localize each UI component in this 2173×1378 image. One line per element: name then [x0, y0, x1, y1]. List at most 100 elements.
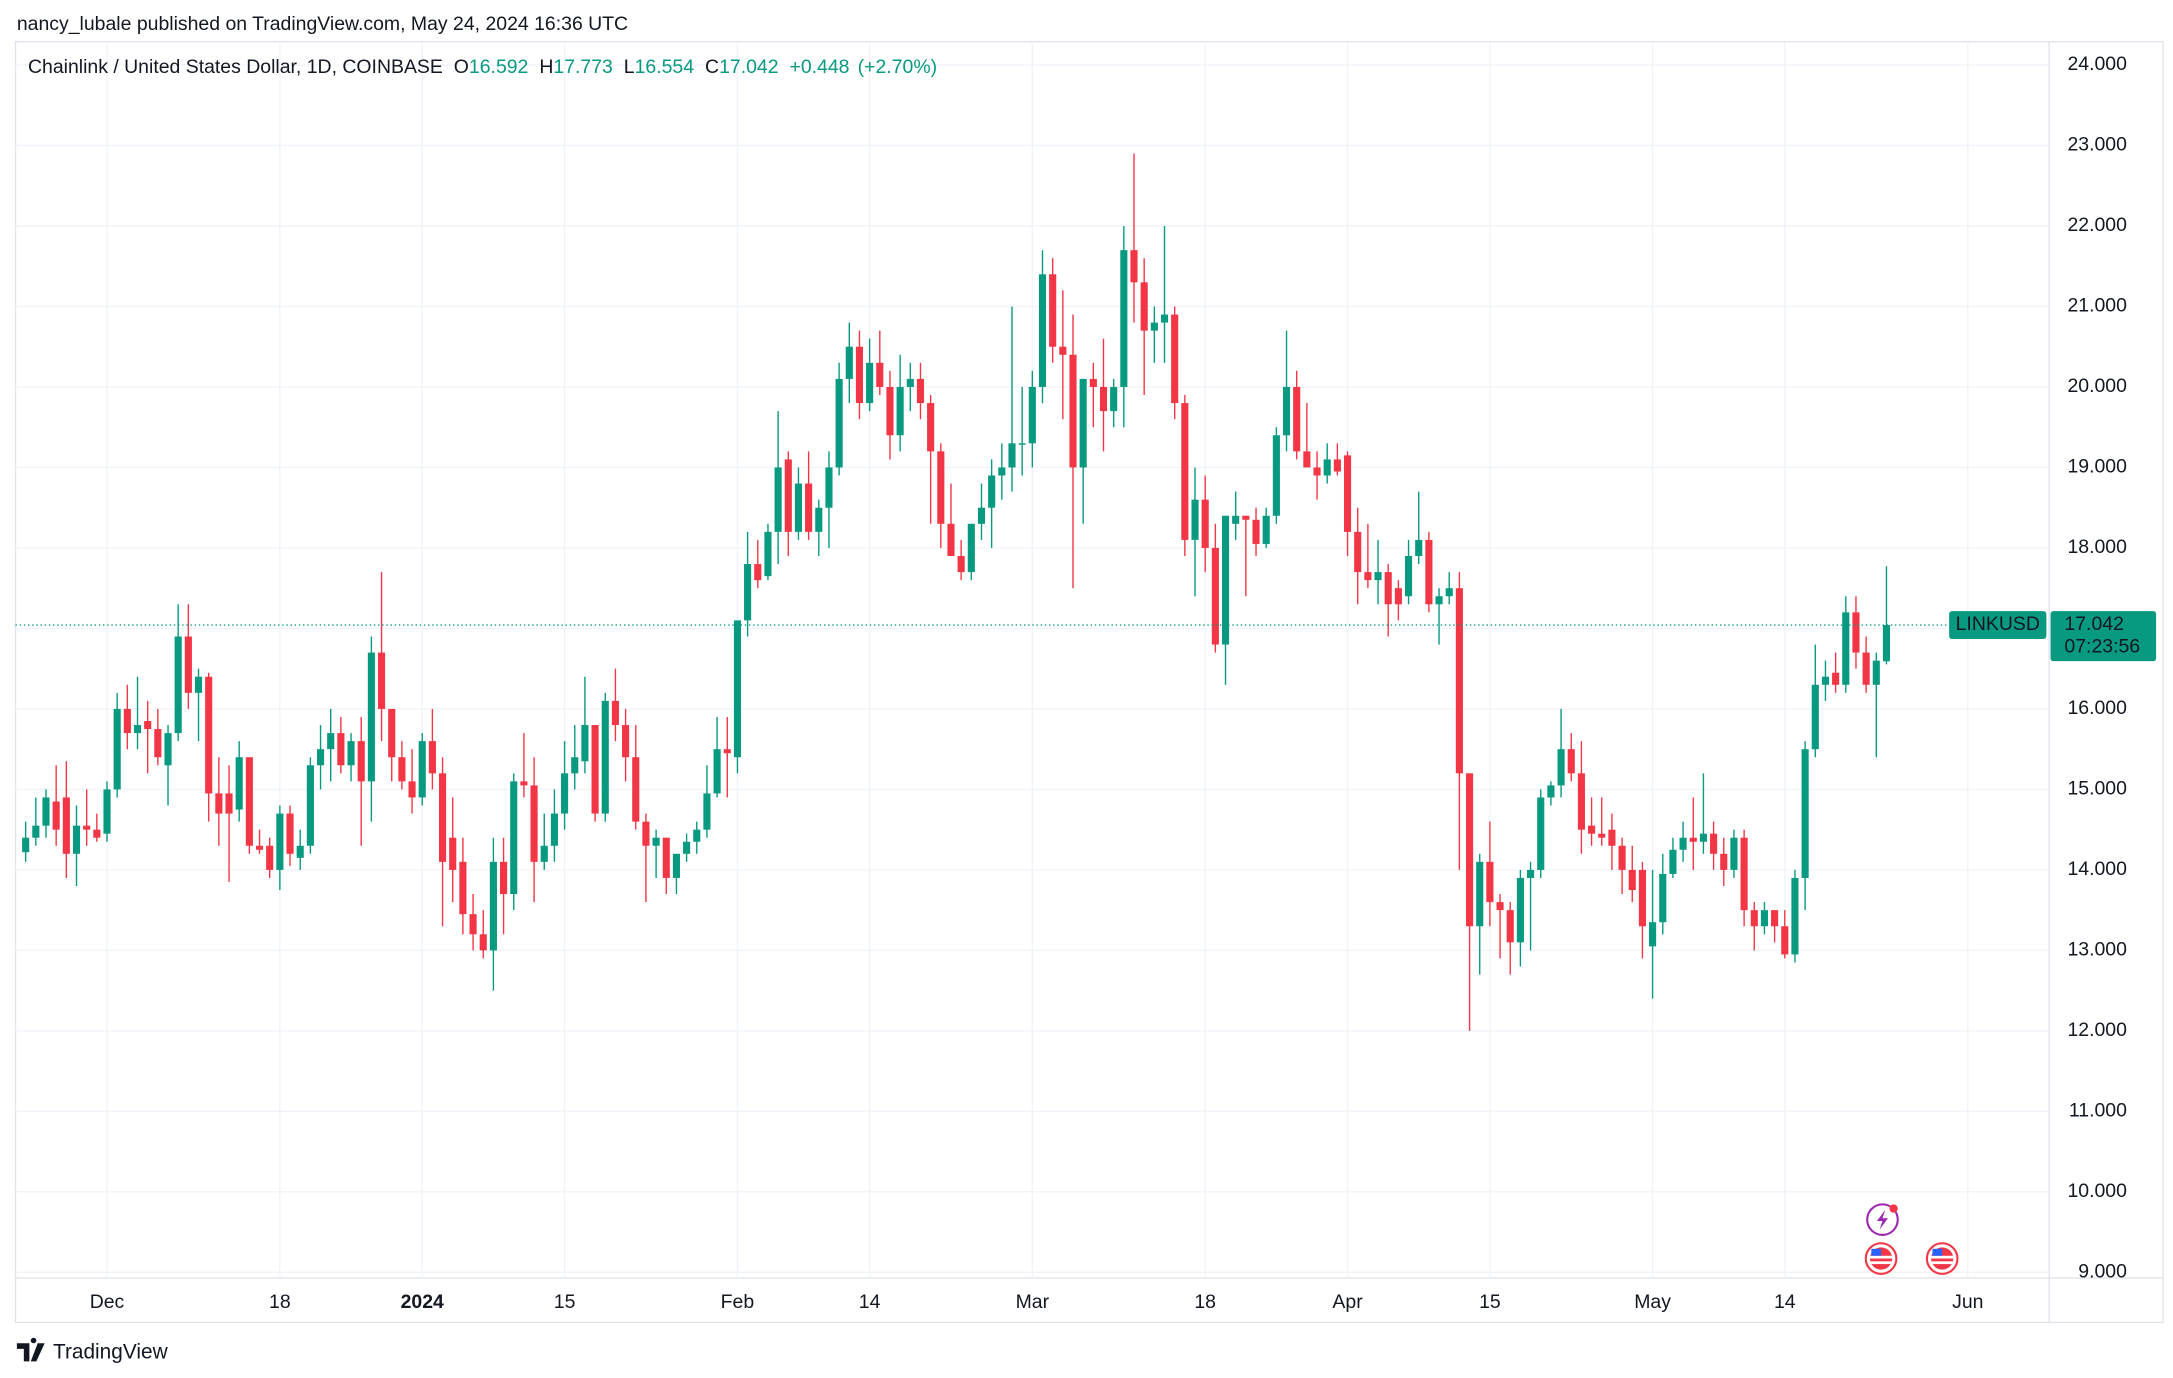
candle-body [1354, 531, 1362, 573]
candle-body [1445, 588, 1453, 597]
candle-body [957, 555, 965, 573]
x-tick-label: Dec [90, 1291, 125, 1313]
candle-body [1862, 652, 1870, 685]
candle-body [866, 362, 874, 404]
candle-body [1842, 612, 1850, 685]
candle-body [1791, 877, 1799, 955]
candle-body [276, 813, 284, 870]
candle-body [784, 459, 792, 532]
event-dot [1889, 1204, 1898, 1213]
candle-body [571, 757, 579, 774]
y-tick-label: 23.000 [2067, 134, 2127, 156]
published-note: nancy_lubale published on TradingView.co… [17, 13, 628, 35]
candle-body [1130, 250, 1138, 283]
candle-body [255, 845, 264, 850]
candle-body [377, 652, 386, 709]
candle-body [1110, 386, 1118, 412]
candle-body [1699, 833, 1707, 842]
candle-body [296, 845, 304, 858]
candle-body [662, 837, 670, 878]
candle-body [1374, 572, 1382, 581]
high-value: 17.773 [553, 56, 612, 78]
flag-stripe [1869, 1255, 1893, 1259]
candle-body [1872, 660, 1880, 685]
candle-body [1038, 274, 1047, 387]
candle-body [896, 386, 904, 436]
candle-body [1496, 902, 1504, 911]
y-tick-label: 21.000 [2067, 295, 2127, 317]
candle-body [723, 749, 731, 754]
candle-body [1120, 250, 1128, 387]
y-tick-label: 14.000 [2067, 858, 2127, 880]
candle-body [1201, 499, 1209, 548]
open-value: 16.592 [469, 56, 528, 78]
candle-body [1669, 849, 1677, 874]
candle-body [1343, 455, 1352, 532]
candle-body [439, 773, 447, 862]
candle-body [520, 781, 528, 786]
high-label: H [539, 56, 553, 78]
candle-body [42, 797, 50, 826]
x-tick-label: 2024 [401, 1291, 444, 1313]
candle-body [215, 793, 223, 814]
candle-body [93, 829, 101, 838]
candle-body [316, 749, 325, 766]
candle-body [235, 757, 243, 810]
candle-body [459, 861, 467, 915]
candle-body [805, 483, 813, 532]
flag-canton [1871, 1248, 1882, 1256]
candle-body [1537, 797, 1545, 870]
candle-body [449, 837, 457, 870]
candle-body [357, 741, 365, 782]
candle-body [835, 378, 843, 468]
candle-body [1313, 467, 1321, 476]
x-tick-label: 14 [1774, 1291, 1796, 1313]
candle-body [1425, 539, 1433, 605]
candle-body [398, 757, 406, 782]
candle-body [144, 721, 152, 730]
candle-body [550, 813, 558, 846]
candle-body [1689, 837, 1697, 842]
price-label: 17.042 [2064, 613, 2123, 635]
candle-body [1435, 596, 1443, 605]
candle-body [1659, 873, 1667, 923]
candle-body [164, 733, 172, 766]
candle-body [1506, 910, 1514, 943]
candle-body [1252, 519, 1260, 544]
candle-body [1293, 386, 1301, 452]
candle-body [154, 729, 162, 758]
candle-body [1882, 625, 1891, 662]
y-tick-label: 20.000 [2067, 375, 2127, 397]
countdown: 07:23:56 [2064, 635, 2140, 657]
x-tick-label: 15 [1479, 1291, 1501, 1313]
candle-body [1018, 443, 1026, 445]
candle-body [581, 725, 589, 762]
candle-body [72, 825, 81, 854]
candle-body [1557, 749, 1565, 786]
y-tick-label: 19.000 [2067, 456, 2127, 478]
candle-body [774, 467, 782, 532]
candle-body [754, 564, 762, 581]
candle-body [693, 829, 701, 842]
candle-body [1638, 869, 1646, 927]
x-tick-label: 18 [1194, 1291, 1216, 1313]
candle-body [1466, 773, 1474, 927]
candle-body [815, 507, 823, 532]
candle-body [1323, 459, 1331, 476]
candle-body [184, 636, 192, 693]
candle-body [32, 825, 40, 838]
candle-body [1099, 386, 1108, 412]
candle-body [988, 475, 996, 508]
candle-body [1618, 845, 1626, 870]
candle-body [1628, 869, 1636, 891]
candle-body [1384, 572, 1392, 605]
candle-body [1272, 435, 1280, 516]
candle-body [825, 467, 833, 508]
candle-body [469, 914, 477, 935]
candle-body [1588, 825, 1596, 834]
candle-body [927, 403, 935, 452]
candle-body [123, 708, 131, 734]
brand: TradingView [53, 1340, 169, 1363]
